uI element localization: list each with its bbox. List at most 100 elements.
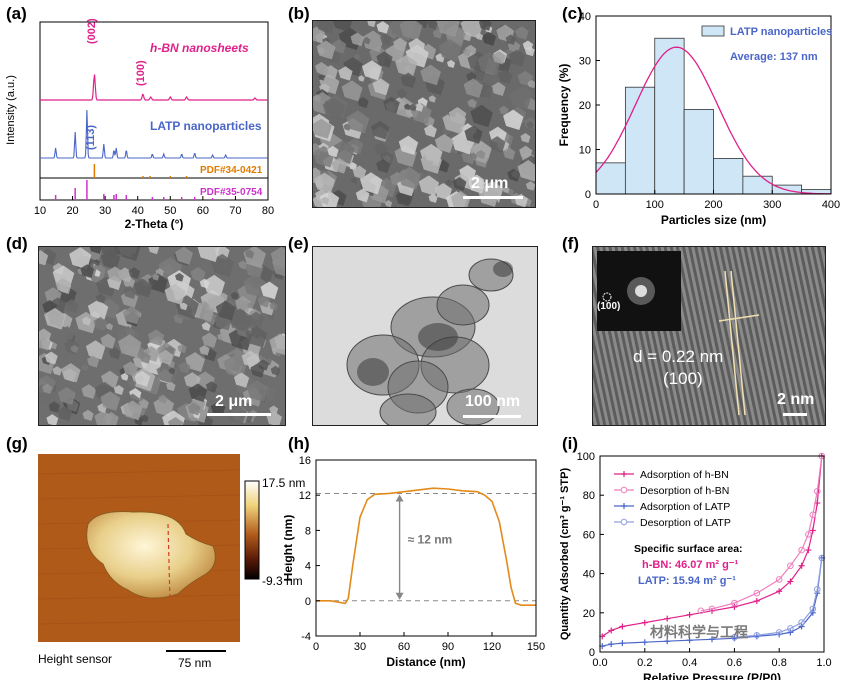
histogram-legend-swatch [701,25,725,37]
sem-grain [93,316,108,331]
sem-grain [445,179,453,187]
sem-grain [44,351,58,365]
sem-grain [203,274,225,297]
sem-grain [427,21,438,30]
sem-grain [316,40,336,60]
sem-grain [185,352,206,372]
sem-grain [315,21,336,34]
sem-grain [393,37,407,52]
sem-grain [100,333,116,349]
xrd-xtick-label: 70 [229,205,241,217]
sem-grain [175,272,184,282]
sem-grain [82,409,94,421]
sem-grain [434,133,454,153]
sem-grain [95,293,106,304]
sem-grain [318,74,326,81]
xrd-xtick-label: 80 [262,205,274,217]
height-arrow-head-bottom [395,592,404,600]
sem-grain [269,333,285,356]
hbn-adsorption-marker [798,562,805,569]
sem-grain [44,307,66,330]
sem-grain [210,253,234,278]
latp-desorption-marker [775,629,783,636]
sem-grain [408,38,426,55]
sem-grain [271,254,285,277]
sem-grain [395,54,418,78]
sem-grain [133,278,153,298]
sem-grain [338,66,353,81]
latp-adsorption-marker [664,638,671,645]
hbn-adsorption-marker [619,623,626,630]
sem-grain [524,46,535,57]
sem-grain [94,410,113,425]
sem-grain [85,340,106,360]
sem-grain [398,135,419,156]
sem-grain [234,295,252,313]
histogram-xtick-label: 200 [704,199,722,211]
latp-desorption-marker [818,554,826,562]
sem-grain [69,247,92,270]
hrtem-lattice [593,247,825,425]
sem-grain [434,182,453,201]
sem-grain [353,54,360,61]
scale-bar-d [207,413,271,416]
histogram-ytick-label: 20 [579,100,591,112]
afm-topography [38,469,240,625]
bet-ytick-label: 0 [589,647,595,659]
histogram-xtick-label: 100 [646,199,664,211]
afm-scale-text: 75 nm [178,656,212,670]
sem-grain [370,120,390,140]
sem-grain [446,59,456,69]
tem-particles [346,258,514,425]
latp-adsorption-marker [619,640,626,647]
sem-grain [384,199,393,207]
latp-desorption-marker [813,585,821,593]
sem-grain [414,102,424,112]
sem-grain [331,157,348,174]
height-xtick-label: 0 [313,641,319,653]
sem-grain [460,21,484,39]
sem-grain [383,96,400,114]
sem-grain [313,118,332,139]
sem-grain [139,399,149,409]
sem-grain [428,193,438,203]
sem-grain [201,321,211,331]
bet-legend-marker [620,518,628,526]
latp-adsorption-marker [641,639,648,646]
sem-grain [331,39,347,54]
histogram-xtick-label: 300 [763,199,781,211]
sem-grain [100,249,121,270]
xrd-xticks: 10 20 30 40 50 60 70 80 [34,196,274,217]
sem-grain [243,274,267,298]
histogram-average-label: Average: 137 nm [730,51,818,63]
height-xtick-label: 150 [527,641,545,653]
histogram-xtick-label: 0 [593,199,599,211]
histogram-ytick-label: 30 [579,56,591,68]
sem-grain [199,278,210,289]
sem-grain [357,96,369,109]
panel-label-g: (g) [6,434,28,453]
histogram-bar [742,175,773,195]
latp-adsorption-marker [809,609,816,616]
height-xlabel: Distance (nm) [386,655,465,669]
hbn-adsorption-marker [776,588,783,595]
afm-colorbar [244,480,260,580]
sem-grain [59,253,74,268]
ssa-latp: LATP: 15.94 m² g⁻¹ [638,575,736,587]
xrd-xtick-label: 30 [99,205,111,217]
pdf-hbn-label: PDF#34-0421 [200,165,263,176]
height-xtick-label: 30 [354,641,366,653]
sem-grain [499,105,509,116]
hbn-adsorption-marker [787,578,794,585]
sem-grain [436,21,460,38]
sem-grain [60,325,75,341]
sem-grain [158,394,168,404]
sem-grain [81,316,92,326]
sem-grain [108,347,121,360]
bet-ytick-label: 60 [583,529,595,541]
latp-desorption-marker [753,632,761,639]
hbn-desorption-marker [798,546,805,554]
sem-grain [361,60,383,81]
hbn-adsorption-marker [608,627,615,634]
scale-text-e: 100 nm [465,393,521,410]
